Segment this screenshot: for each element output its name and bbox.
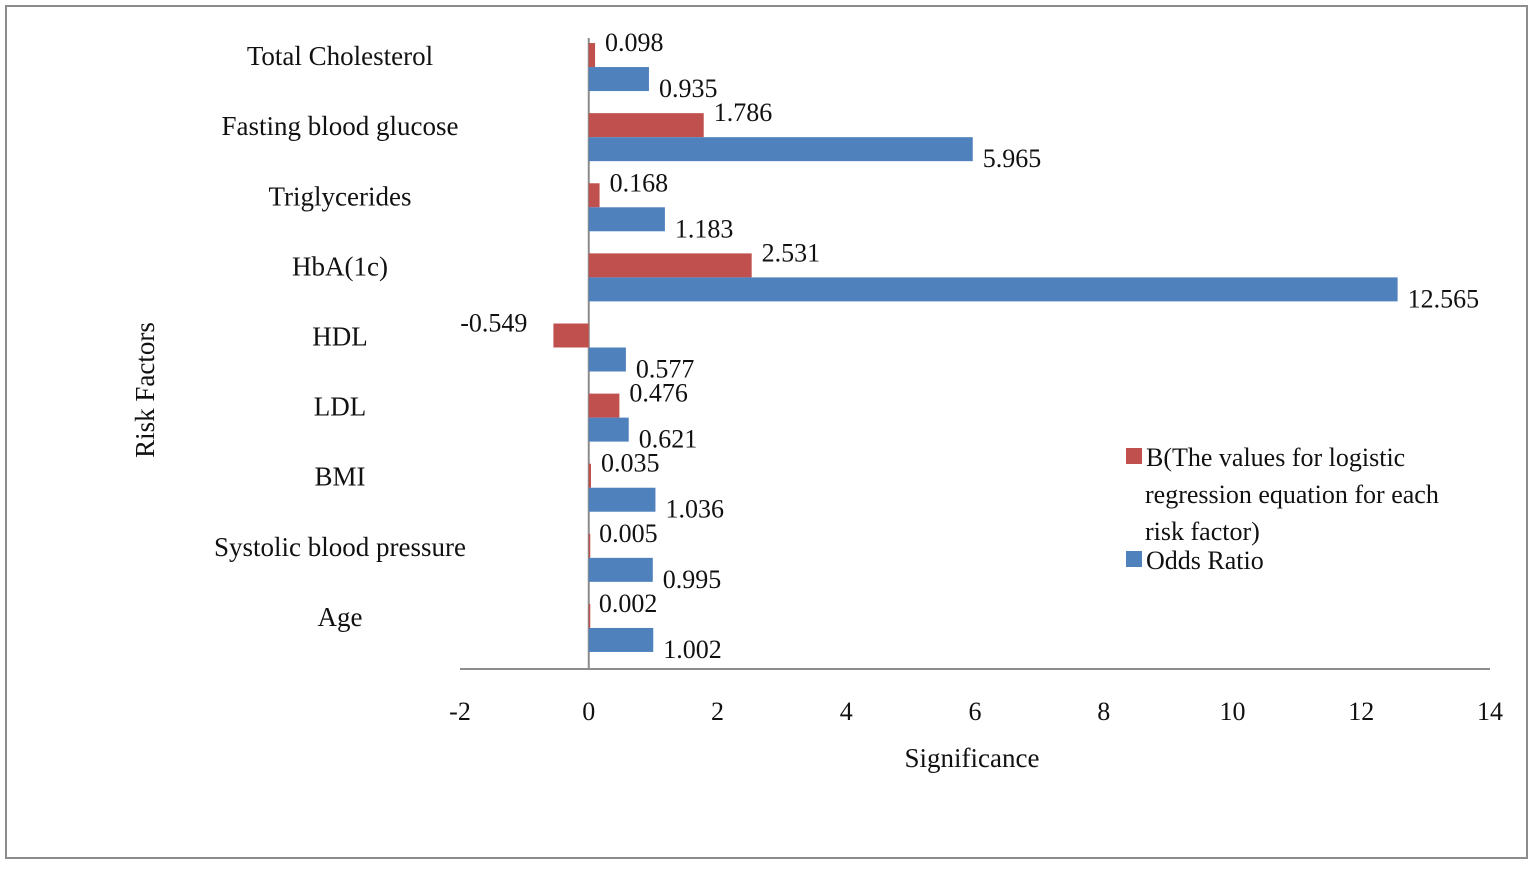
b-value-label: 0.168 [610,168,669,197]
x-axis-title: Significance [905,743,1040,773]
category-label: Age [318,602,363,632]
b-value-bar [588,533,591,558]
b-value-bar [588,463,592,488]
category-label: Fasting blood glucose [222,111,459,141]
category-label: Total Cholesterol [247,41,433,71]
odds-ratio-label: 0.995 [663,565,722,594]
category-label: LDL [314,392,366,422]
odds-ratio-bar [588,67,649,92]
odds-ratio-label: 1.183 [675,214,734,243]
x-tick-label: 12 [1348,697,1374,726]
category-label: Triglycerides [269,181,412,211]
b-value-bar [588,253,752,278]
plot-area: -2 0 2 4 6 8 10 12 14 Total Cholesterol 0.098 0.935… [214,28,1503,726]
odds-ratio-bar [588,277,1398,302]
x-tick-label: 8 [1097,697,1110,726]
x-tick-label: 2 [711,697,724,726]
category-label: Systolic blood pressure [214,532,466,562]
odds-ratio-label: 1.036 [665,495,724,524]
b-value-label: 0.002 [599,589,658,618]
legend-label-b: regression equation for each [1145,480,1439,509]
odds-ratio-label: 0.621 [639,425,698,454]
odds-ratio-label: 12.565 [1408,284,1480,313]
b-value-label: 0.005 [599,519,658,548]
b-value-bar [588,183,600,208]
x-tick-label: 10 [1220,697,1246,726]
b-value-bar [588,603,591,628]
b-value-label: -0.549 [460,309,527,338]
legend-label-odds: Odds Ratio [1146,546,1264,575]
y-axis-title: Risk Factors [130,322,160,458]
category-label: HDL [312,322,368,352]
odds-ratio-bar [588,137,973,162]
legend: B(The values for logistic regression equa… [1126,443,1439,575]
odds-ratio-label: 0.935 [659,74,718,103]
b-value-bar [588,43,596,68]
odds-ratio-label: 0.577 [636,355,695,384]
category-label: HbA(1c) [292,251,388,281]
odds-ratio-bar [588,557,653,582]
odds-ratio-bar [588,417,629,442]
x-tick-label: 4 [840,697,853,726]
odds-ratio-label: 1.002 [663,635,722,664]
b-value-label: 0.035 [601,449,660,478]
b-value-bar [588,393,620,418]
b-value-label: 1.786 [714,98,773,127]
x-tick-label: -2 [449,697,471,726]
x-tick-label: 6 [969,697,982,726]
odds-ratio-bar [588,627,654,652]
legend-label-b: risk factor) [1145,517,1260,546]
b-value-label: 2.531 [762,238,821,267]
x-tick-label: 14 [1477,697,1503,726]
odds-ratio-label: 5.965 [983,144,1041,173]
b-value-bar [588,113,704,138]
odds-ratio-bar [588,347,626,372]
category-label: BMI [314,462,365,492]
b-value-bar [553,323,589,348]
legend-label-b: B(The values for logistic [1146,443,1405,472]
b-value-label: 0.098 [605,28,664,57]
x-tick-label: 0 [582,697,595,726]
legend-swatch-b [1126,448,1142,464]
legend-swatch-odds [1126,551,1142,567]
odds-ratio-bar [588,487,656,512]
odds-ratio-bar [588,207,665,232]
b-value-label: 0.476 [629,379,688,408]
